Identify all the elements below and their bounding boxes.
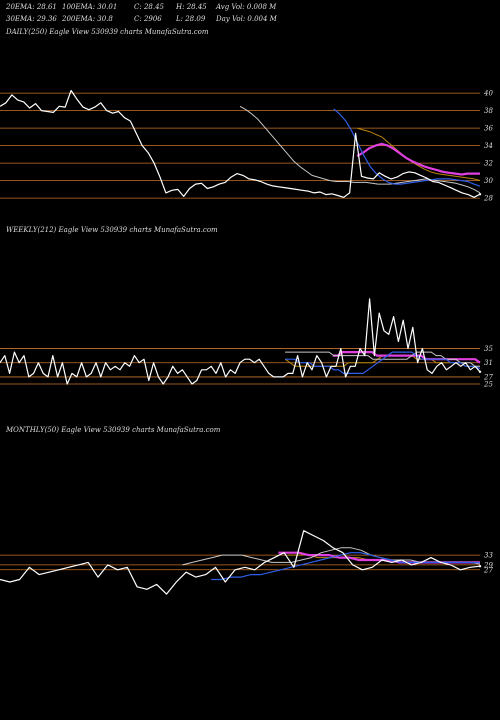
daily-ema-line-b xyxy=(333,108,481,187)
daily-ema-line-a xyxy=(239,105,481,194)
daily-ema-line-c xyxy=(356,142,480,176)
close-label: C: 28.45 xyxy=(134,3,164,11)
monthly-price-line xyxy=(0,530,481,595)
daily-tick-label: 36 xyxy=(484,125,493,133)
weekly-chart-title: WEEKLY(212) Eagle View 530939 charts Mun… xyxy=(6,226,218,234)
daily-tick-label: 38 xyxy=(484,107,493,115)
weekly-tick-label: 31 xyxy=(484,359,493,367)
monthly-ema-line-b xyxy=(211,552,481,581)
indicator-header: 20EMA: 28.61 100EMA: 30.01 C: 28.45 H: 2… xyxy=(6,0,496,30)
daily-tick-label: 30 xyxy=(484,177,493,185)
daily-tick-label: 28 xyxy=(483,195,493,203)
daily-tick-label: 32 xyxy=(484,160,493,168)
weekly-tick-label: 27 xyxy=(483,373,493,381)
weekly-price-line xyxy=(0,298,481,385)
weekly-last-price-point xyxy=(478,370,482,373)
daily-ema-line-d xyxy=(356,127,481,181)
ema20-label: 20EMA: 28.61 xyxy=(6,3,57,11)
monthly-last-price-point xyxy=(478,565,482,568)
avg-vol-label: Avg Vol: 0.008 M xyxy=(216,3,277,11)
weekly-tick-label: 25 xyxy=(483,381,493,389)
daily-last-price-point xyxy=(478,192,482,196)
daily-tick-label: 40 xyxy=(483,90,493,98)
weekly-ema-line-b xyxy=(285,351,481,374)
ema30-label: 30EMA: 29.36 xyxy=(6,15,57,23)
monthly-tick-label: 27 xyxy=(483,566,493,574)
day-vol-label: Day Vol: 0.004 M xyxy=(216,15,277,23)
monthly-tick-label: 29 xyxy=(483,561,493,569)
daily-chart: 40 38 36 34 32 30 28 xyxy=(0,90,493,203)
high-label: H: 28.45 xyxy=(176,3,207,11)
monthly-chart-title: MONTHLY(50) Eagle View 530939 charts Mun… xyxy=(6,426,221,434)
close-label-2: C: 2906 xyxy=(134,15,162,23)
ema200-label: 200EMA: 30.8 xyxy=(62,15,113,23)
ema100-label: 100EMA: 30.01 xyxy=(62,3,118,11)
daily-chart-title: DAILY(250) Eagle View 530939 charts Muna… xyxy=(6,28,209,36)
weekly-tick-label: 35 xyxy=(484,345,493,353)
daily-price-line xyxy=(0,89,481,198)
daily-tick-label: 34 xyxy=(484,142,493,150)
low-label: L: 28.09 xyxy=(176,15,206,23)
monthly-tick-label: 33 xyxy=(484,552,493,560)
